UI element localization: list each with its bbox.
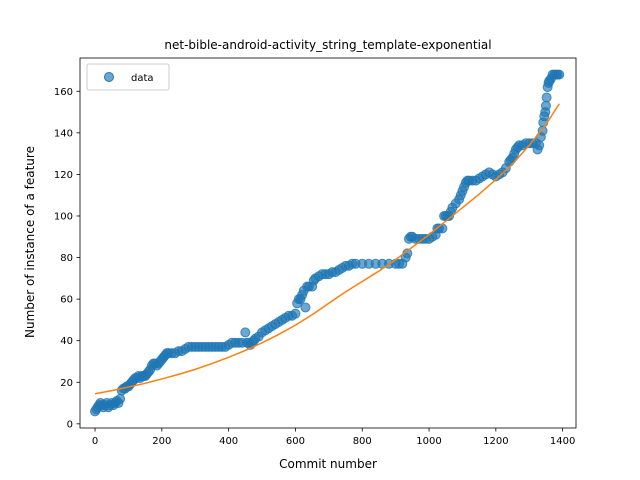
x-tick-label: 400: [219, 436, 238, 447]
y-tick-label: 160: [54, 87, 73, 98]
x-axis-title: Commit number: [279, 457, 377, 471]
data-point: [437, 223, 448, 234]
y-tick-label: 0: [67, 419, 73, 430]
data-point: [540, 100, 551, 111]
data-point: [300, 302, 311, 313]
plot-area: 0 200 400 600 800 1000 1200 1400 0 20 40 60 80 100 120…: [54, 57, 577, 447]
legend: data: [86, 63, 170, 91]
x-tick-label: 1000: [416, 436, 441, 447]
data-point: [534, 140, 545, 151]
y-tick-label: 40: [60, 336, 73, 347]
y-tick-label: 20: [60, 378, 73, 389]
y-tick-label: 120: [54, 170, 73, 181]
x-tick-label: 200: [152, 436, 171, 447]
data-point: [115, 393, 126, 404]
x-tick-label: 1200: [483, 436, 508, 447]
data-point: [554, 69, 565, 80]
data-point: [240, 327, 251, 338]
x-tick-label: 0: [92, 436, 98, 447]
x-tick-label: 800: [353, 436, 372, 447]
y-tick-label: 100: [54, 211, 73, 222]
y-axis-title: Number of instance of a feature: [23, 146, 37, 338]
data-point: [541, 92, 552, 103]
axes-frame: [79, 57, 577, 429]
legend-label-data: data: [131, 73, 154, 84]
chart-title: net-bible-android-activity_string_templa…: [164, 38, 491, 52]
y-tick-label: 60: [60, 295, 73, 306]
fit-line: [94, 103, 560, 395]
legend-marker-data: [104, 72, 114, 82]
legend-frame: [86, 63, 170, 91]
x-tick-label: 1400: [550, 436, 575, 447]
data-point: [290, 308, 301, 319]
y-tick-label: 140: [54, 128, 73, 139]
y-tick-label: 80: [60, 253, 73, 264]
x-tick-label: 600: [286, 436, 305, 447]
